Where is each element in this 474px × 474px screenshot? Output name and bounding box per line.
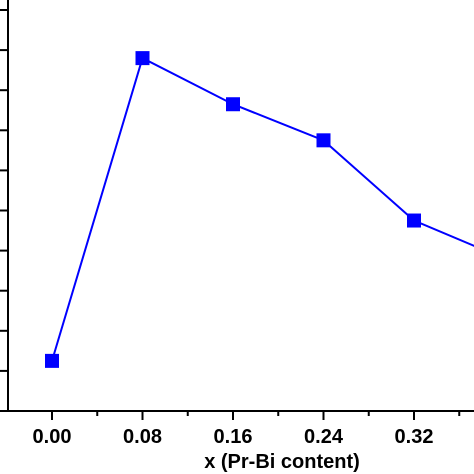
- data-point-marker: [226, 97, 240, 112]
- y-ticks: [0, 9, 8, 412]
- series-line: [51, 56, 474, 362]
- x-tick-labels: 0.00 0.08 0.16 0.24 0.32: [33, 426, 434, 448]
- x-tick-label: 0.00: [33, 426, 72, 448]
- data-point-marker: [316, 133, 331, 148]
- data-point-marker: [45, 353, 59, 368]
- x-tick-label: 0.08: [123, 426, 162, 448]
- x-tick-label: 0.32: [395, 426, 434, 448]
- data-point-marker: [407, 213, 421, 228]
- data-point-marker: [135, 51, 150, 66]
- x-ticks: [51, 411, 461, 420]
- axes: [7, 0, 474, 412]
- x-tick-label: 0.16: [214, 426, 253, 448]
- plot-area: [45, 51, 474, 368]
- x-tick-label: 0.24: [304, 426, 344, 448]
- x-axis-title: x (Pr-Bi content): [204, 451, 360, 473]
